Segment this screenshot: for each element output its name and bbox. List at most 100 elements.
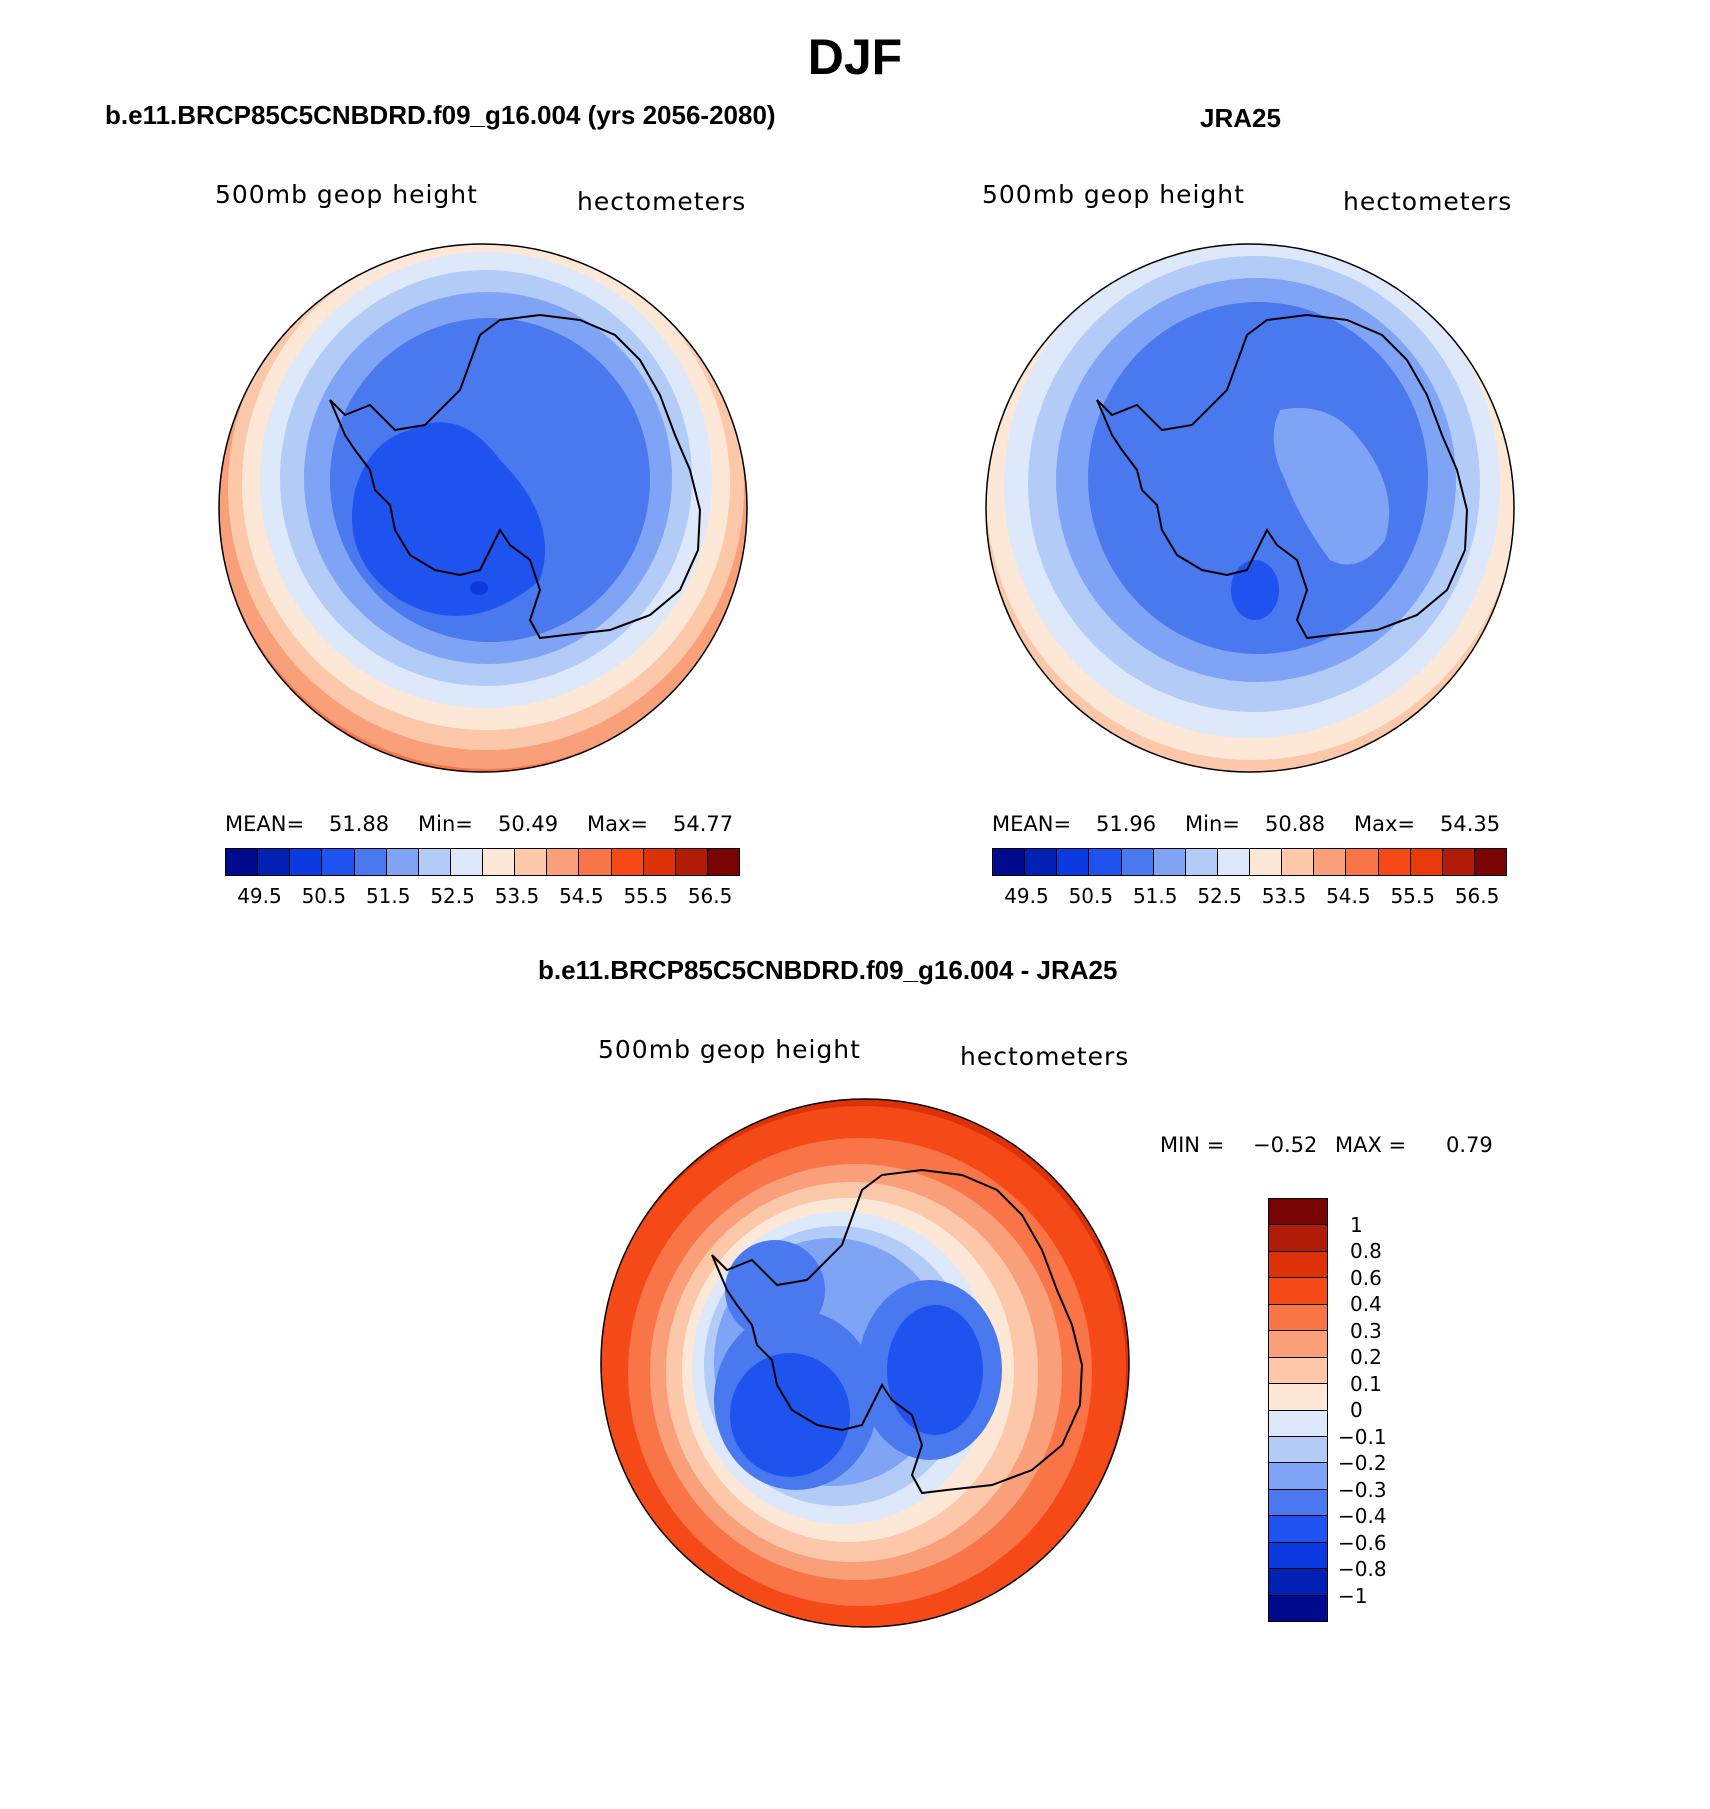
diff-colorbar-tick-label: 0.2 [1350, 1345, 1382, 1369]
model-colorbar-swatch [515, 849, 548, 875]
diff-colorbar-tick-label: 0.4 [1350, 1292, 1382, 1316]
model-colorbar-swatch [226, 849, 259, 875]
diff-colorbar-swatch [1269, 1595, 1327, 1621]
diff-colorbar-tick-label: −0.1 [1338, 1424, 1387, 1449]
diff-colorbar-tick-label: −0.4 [1338, 1504, 1387, 1528]
diff-colorbar-tick-label: −0.2 [1338, 1451, 1387, 1475]
model-colorbar-tick-label: 55.5 [623, 884, 668, 908]
diff-colorbar [1268, 1198, 1328, 1622]
diff-colorbar-tick-label: −1 [1338, 1583, 1368, 1608]
model-colorbar-tick-label: 54.5 [559, 884, 604, 908]
obs-map [986, 244, 1514, 772]
obs-max-label: Max= [1354, 812, 1416, 836]
diff-colorbar-tick-label: −0.3 [1338, 1477, 1387, 1502]
obs-mean-label: MEAN= [992, 812, 1072, 836]
model-colorbar-swatch [258, 849, 291, 875]
obs-colorbar-tick-label: 49.5 [1004, 884, 1049, 908]
diff-colorbar-tick-label: 0.6 [1350, 1265, 1382, 1290]
diff-colorbar-swatch [1269, 1384, 1327, 1411]
model-map [219, 244, 747, 772]
diff-colorbar-swatch [1269, 1489, 1327, 1517]
model-min-value: 50.49 [498, 812, 559, 836]
diff-colorbar-swatch [1269, 1516, 1327, 1543]
diff-min-label: MIN = [1160, 1133, 1225, 1157]
obs-min-value: 50.88 [1265, 812, 1326, 836]
diff-map [601, 1099, 1129, 1627]
obs-colorbar-swatch [1057, 849, 1090, 875]
obs-variable-label: 500mb geop height [982, 180, 1245, 209]
model-map-border [218, 243, 748, 773]
obs-colorbar-swatch [1410, 849, 1443, 875]
obs-colorbar-swatch [1282, 849, 1315, 875]
diff-colorbar-swatch [1269, 1278, 1327, 1305]
model-colorbar-swatch [418, 849, 451, 875]
model-units-label: hectometers [577, 187, 747, 216]
obs-mean-value: 51.96 [1096, 812, 1157, 836]
obs-map-border [985, 243, 1515, 773]
obs-colorbar-tick-label: 52.5 [1197, 884, 1242, 908]
model-colorbar-swatch [354, 849, 387, 875]
diff-colorbar-tick-label: 0.3 [1350, 1318, 1382, 1343]
diff-colorbar-swatch [1269, 1251, 1327, 1279]
model-mean-label: MEAN= [225, 812, 305, 836]
diff-colorbar-swatch [1269, 1436, 1327, 1464]
model-colorbar-tick-label: 53.5 [494, 884, 540, 908]
diff-colorbar-tick-label: −0.8 [1338, 1557, 1387, 1581]
model-colorbar-swatch [675, 849, 708, 875]
model-colorbar-swatch [611, 849, 644, 875]
figure-title: DJF [807, 29, 903, 85]
obs-colorbar-swatch [1378, 849, 1411, 875]
diff-variable-label: 500mb geop height [598, 1035, 861, 1064]
diff-colorbar-swatch [1269, 1357, 1327, 1385]
obs-colorbar-tick-label: 55.5 [1390, 884, 1435, 908]
obs-colorbar [992, 848, 1507, 876]
model-colorbar-swatch [579, 849, 612, 875]
model-colorbar-tick-label: 51.5 [365, 884, 411, 908]
diff-colorbar-swatch [1269, 1331, 1327, 1358]
obs-colorbar-tick-label: 50.5 [1068, 884, 1114, 908]
diff-colorbar-swatch [1269, 1410, 1327, 1437]
obs-units-label: hectometers [1343, 187, 1513, 216]
model-colorbar-swatch [290, 849, 323, 875]
model-colorbar [225, 848, 740, 876]
obs-colorbar-swatch [1474, 849, 1506, 875]
obs-colorbar-tick-label: 54.5 [1326, 884, 1371, 908]
model-colorbar-swatch [547, 849, 580, 875]
obs-colorbar-swatch [1153, 849, 1186, 875]
obs-colorbar-swatch [1121, 849, 1154, 875]
obs-colorbar-swatch [1314, 849, 1347, 875]
obs-colorbar-swatch [1025, 849, 1058, 875]
obs-min-label: Min= [1185, 812, 1240, 836]
obs-colorbar-swatch [1346, 849, 1379, 875]
diff-colorbar-tick-label: 0.8 [1350, 1239, 1382, 1263]
model-max-label: Max= [587, 812, 649, 836]
obs-colorbar-swatch [1185, 849, 1218, 875]
obs-colorbar-swatch [1217, 849, 1250, 875]
diff-min-value: −0.52 [1253, 1133, 1318, 1157]
diff-colorbar-swatch [1269, 1304, 1327, 1332]
model-colorbar-tick-label: 49.5 [237, 884, 282, 908]
model-mean-value: 51.88 [329, 812, 390, 836]
diff-panel-title: b.e11.BRCP85C5CNBDRD.f09_g16.004 - JRA25 [538, 955, 1118, 985]
obs-colorbar-tick-label: 53.5 [1261, 884, 1307, 908]
diff-colorbar-swatch [1269, 1542, 1327, 1570]
diff-colorbar-swatch [1269, 1199, 1327, 1226]
diff-map-border [600, 1098, 1130, 1628]
obs-colorbar-swatch [993, 849, 1026, 875]
model-colorbar-swatch [643, 849, 676, 875]
model-colorbar-tick-label: 56.5 [687, 884, 733, 908]
obs-max-value: 54.35 [1440, 812, 1501, 836]
diff-colorbar-swatch [1269, 1569, 1327, 1596]
obs-colorbar-tick-label: 56.5 [1454, 884, 1500, 908]
diff-colorbar-tick-label: 1 [1350, 1212, 1363, 1237]
obs-panel-title: JRA25 [1200, 103, 1281, 133]
model-min-label: Min= [418, 812, 473, 836]
diff-max-value: 0.79 [1446, 1133, 1493, 1157]
obs-colorbar-swatch [1442, 849, 1475, 875]
model-colorbar-swatch [483, 849, 516, 875]
diff-units-label: hectometers [960, 1042, 1130, 1071]
diff-colorbar-tick-label: −0.6 [1338, 1530, 1387, 1555]
obs-colorbar-swatch [1089, 849, 1122, 875]
obs-colorbar-swatch [1250, 849, 1283, 875]
